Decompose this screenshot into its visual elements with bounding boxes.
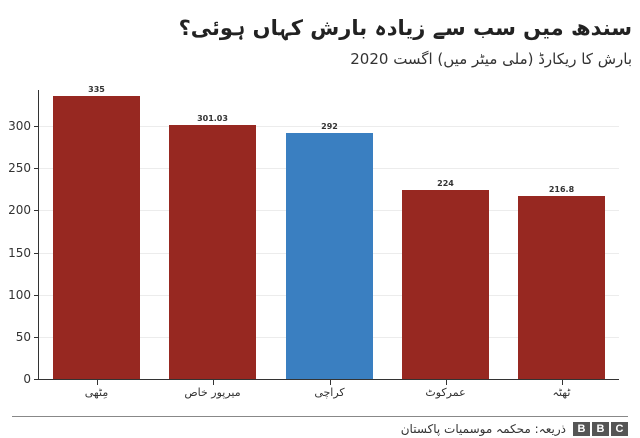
y-tick-label: 0: [23, 372, 31, 386]
bar-value-label: 216.8: [548, 185, 575, 194]
chart-subtitle: بارش کا ریکارڈ (ملی میٹر میں) اگست 2020: [350, 50, 632, 68]
y-tick-label: 50: [15, 330, 31, 344]
y-tick: [34, 337, 39, 338]
y-tick-label: 200: [8, 203, 31, 217]
bar: [286, 133, 373, 379]
x-tick: [562, 380, 563, 385]
bbc-logo: B B C: [573, 422, 628, 436]
source-credit: ذریعہ: محکمہ موسمیات پاکستان: [400, 422, 566, 436]
bar-value-label: 224: [437, 179, 454, 188]
bar: [53, 96, 140, 379]
y-tick: [34, 295, 39, 296]
bar: [402, 190, 489, 379]
bar-value-label: 301.03: [197, 114, 228, 123]
y-tick-label: 150: [8, 246, 31, 260]
y-tick: [34, 253, 39, 254]
bbc-logo-c: C: [611, 422, 628, 436]
y-tick: [34, 379, 39, 380]
bar-value-label: 335: [88, 85, 105, 94]
x-tick: [213, 380, 214, 385]
y-axis: [38, 90, 39, 380]
y-tick: [34, 210, 39, 211]
chart-title: سندھ میں سب سے زیادہ بارش کہاں ہوئی؟: [178, 16, 632, 40]
x-tick: [446, 380, 447, 385]
footer-divider: [12, 416, 628, 417]
x-category-label: ٹھٹہ: [552, 386, 571, 399]
bbc-logo-b1: B: [573, 422, 590, 436]
x-category-label: میرپور خاص: [184, 386, 241, 399]
x-tick: [330, 380, 331, 385]
gridline: [39, 126, 619, 127]
x-axis: [38, 379, 619, 380]
x-category-label: عمرکوٹ: [425, 386, 466, 399]
x-tick: [97, 380, 98, 385]
bar: [518, 196, 605, 379]
y-tick-label: 250: [8, 161, 31, 175]
y-tick: [34, 126, 39, 127]
bar: [169, 125, 256, 379]
x-category-label: کراچی: [314, 386, 345, 399]
y-tick-label: 100: [8, 288, 31, 302]
y-tick: [34, 168, 39, 169]
x-category-label: مِٹھی: [84, 386, 109, 399]
bbc-logo-b2: B: [592, 422, 609, 436]
y-tick-label: 300: [8, 119, 31, 133]
bar-value-label: 292: [321, 122, 338, 131]
